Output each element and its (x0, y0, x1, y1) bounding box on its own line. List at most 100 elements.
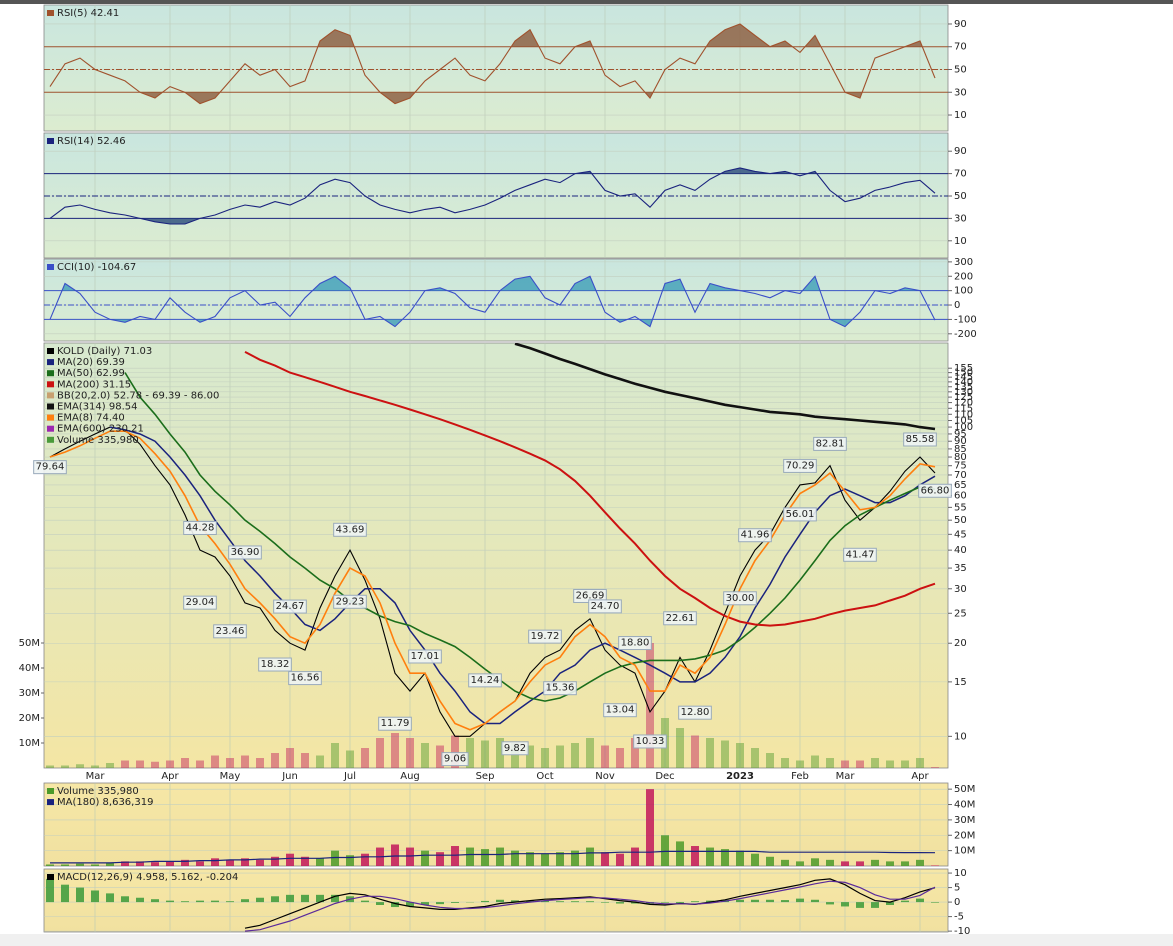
bar (661, 835, 669, 866)
bar (151, 899, 159, 903)
x-tick-label: Oct (536, 771, 553, 782)
bar (181, 901, 189, 903)
bar (736, 899, 744, 903)
bar (406, 902, 414, 907)
bar (556, 852, 564, 866)
legend-swatch (47, 425, 54, 432)
y-tick-label: 35 (954, 563, 967, 574)
bar (901, 861, 909, 866)
bar (256, 859, 264, 866)
bar (331, 850, 339, 866)
x-tick-label: Sep (476, 771, 495, 782)
volume-overlay-bar (706, 738, 714, 768)
volume-overlay-bar (106, 763, 114, 768)
bar (586, 901, 594, 903)
annotation-box (468, 673, 502, 688)
bar (361, 900, 369, 903)
annotation-box (678, 705, 712, 720)
bar (916, 898, 924, 903)
price-annotation: 79.64 (36, 462, 65, 473)
legend-label: CCI(10) -104.67 (57, 262, 136, 273)
annotation-box (783, 507, 817, 522)
volume-overlay-bar (916, 758, 924, 768)
annotation-box (918, 483, 952, 498)
volume-overlay-bar (571, 743, 579, 768)
price-annotation: 29.04 (186, 597, 215, 608)
bar (691, 901, 699, 903)
price-annotation: 26.69 (576, 590, 605, 601)
price-annotation: 17.01 (411, 651, 440, 662)
price-annotation: 41.47 (846, 549, 875, 560)
indicator-line (49, 275, 936, 328)
annotation-box (441, 752, 469, 767)
y-tick-label: 30 (954, 213, 967, 224)
price-annotation: 9.82 (504, 743, 526, 754)
volume-overlay-bar (391, 733, 399, 768)
bar (46, 864, 54, 866)
bar (301, 894, 309, 903)
legend-swatch (47, 392, 54, 399)
price-annotation: 24.67 (276, 601, 305, 612)
volume-overlay-bar (871, 758, 879, 768)
bar (391, 902, 399, 908)
price-annotation: 43.69 (336, 524, 365, 535)
panel (44, 259, 948, 341)
y-tick-label: 40 (954, 545, 967, 556)
y-tick-label: 70 (954, 42, 967, 53)
y-tick-label: 30M (954, 815, 975, 826)
bar (61, 864, 69, 866)
bar (61, 884, 69, 903)
legend-swatch (47, 874, 54, 880)
volume-overlay-bar (406, 738, 414, 768)
legend-swatch (47, 788, 54, 794)
bar (766, 899, 774, 903)
x-tick-label: Apr (161, 771, 179, 782)
bar (241, 899, 249, 903)
volume-overlay-bar (841, 760, 849, 768)
price-annotation: 14.24 (471, 675, 500, 686)
indicator-line (49, 167, 936, 225)
bar (481, 849, 489, 866)
bar (661, 902, 669, 903)
volume-overlay-bar (301, 753, 309, 768)
annotation-box (333, 522, 367, 537)
bar (541, 853, 549, 866)
y-tick-label: 70 (954, 169, 967, 180)
volume-overlay-bar (676, 728, 684, 768)
y-tick-label: 50M (954, 784, 975, 795)
bar (616, 902, 624, 904)
legend-label: RSI(5) 42.41 (57, 8, 119, 19)
volume-overlay-bar (736, 743, 744, 768)
bar (166, 900, 174, 903)
volume-overlay-bar (691, 735, 699, 768)
bar (541, 900, 549, 903)
y-tick-label: 65 (954, 480, 967, 491)
y-tick-label: 155 (954, 363, 973, 374)
series-line (244, 351, 936, 627)
bar (571, 901, 579, 903)
price-annotation: 70.29 (786, 460, 815, 471)
bar (781, 900, 789, 903)
y-tick-label: 135 (954, 382, 973, 393)
y-tick-label: 45 (954, 529, 967, 540)
bar (826, 902, 834, 905)
bar (451, 846, 459, 866)
annotation-box (228, 545, 262, 560)
price-annotation: 15.36 (546, 683, 575, 694)
series-line (244, 878, 936, 929)
bar (151, 862, 159, 866)
volume-overlay-bar (61, 765, 69, 768)
y-tick-label: 200 (954, 271, 973, 282)
volume-overlay-bar (451, 735, 459, 768)
panel (44, 783, 948, 866)
annotation-box (183, 595, 217, 610)
legend-label: EMA(314) 98.54 (57, 402, 137, 413)
bar (226, 859, 234, 866)
bar (511, 900, 519, 903)
price-annotation: 82.81 (816, 438, 845, 449)
volume-overlay-bar (886, 760, 894, 768)
series-line (124, 372, 936, 702)
volume-overlay-bar (46, 765, 54, 768)
bar (271, 896, 279, 903)
